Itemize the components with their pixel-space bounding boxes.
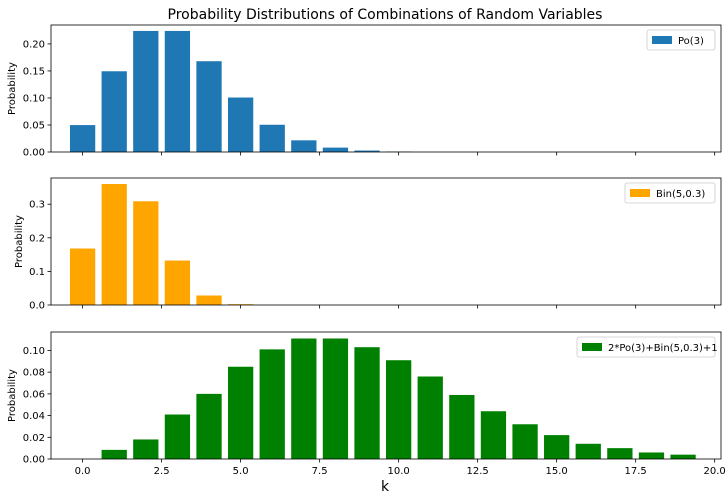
y-tick-label: 0.04 bbox=[23, 411, 45, 422]
bar bbox=[607, 448, 633, 459]
bar bbox=[291, 338, 317, 459]
legend-swatch bbox=[630, 189, 650, 197]
panel-1: 0.00 0.05 0.10 0.15 0.20 Probability Po(3) bbox=[7, 24, 722, 159]
bar bbox=[227, 97, 254, 152]
x-tick-label: 2.5 bbox=[154, 466, 170, 477]
y-tick-label: 0.20 bbox=[23, 39, 45, 50]
legend-swatch bbox=[582, 343, 602, 351]
bar bbox=[164, 414, 191, 459]
x-tick-label: 0.0 bbox=[75, 466, 91, 477]
bar bbox=[69, 125, 96, 152]
bar bbox=[638, 452, 665, 459]
panel-2: 0.0 0.1 0.2 0.3 Probability Bin(5,0.3) bbox=[14, 177, 722, 312]
bar bbox=[449, 394, 475, 459]
bar bbox=[164, 260, 191, 305]
y-tick-label: 0.06 bbox=[23, 389, 45, 400]
bar bbox=[196, 295, 222, 305]
bar bbox=[670, 454, 696, 459]
y-axis-label: Probability bbox=[14, 215, 25, 268]
series-1-bars bbox=[69, 184, 254, 305]
y-tick-label: 0.0 bbox=[29, 301, 45, 312]
x-tick-label: 15.0 bbox=[546, 466, 568, 477]
bar bbox=[291, 140, 317, 152]
y-tick-label: 0.08 bbox=[23, 368, 45, 379]
bar bbox=[322, 147, 349, 152]
bar bbox=[354, 347, 380, 459]
bar bbox=[101, 449, 127, 459]
bar bbox=[259, 124, 285, 152]
legend-label: Po(3) bbox=[678, 36, 704, 47]
bar bbox=[512, 424, 538, 459]
y-axis-label: Probability bbox=[7, 62, 18, 115]
chart-title: Probability Distributions of Combination… bbox=[168, 7, 603, 23]
y-tick-label: 0.05 bbox=[23, 120, 45, 131]
x-tick-label: 10.0 bbox=[388, 466, 410, 477]
bar bbox=[133, 201, 159, 305]
bar bbox=[196, 61, 222, 152]
bar bbox=[480, 411, 507, 459]
series-1-bars bbox=[69, 30, 412, 152]
bar bbox=[575, 443, 601, 459]
bar bbox=[227, 366, 254, 459]
y-tick-label: 0.10 bbox=[23, 346, 45, 357]
bar bbox=[196, 393, 222, 459]
axes-frame bbox=[50, 331, 722, 460]
y-tick-label: 0.00 bbox=[23, 148, 45, 159]
legend-label: Bin(5,0.3) bbox=[656, 189, 705, 200]
bar bbox=[259, 349, 285, 459]
axes-frame bbox=[50, 24, 722, 153]
y-axis-label: Probability bbox=[7, 369, 18, 422]
legend-swatch bbox=[652, 36, 672, 44]
legend-label: 2*Po(3)+Bin(5,0.3)+1 bbox=[608, 343, 718, 354]
legend: Bin(5,0.3) bbox=[624, 182, 716, 204]
panel-3: 0.00 0.02 0.04 0.06 0.08 0.10 0.0 2.5 5.0 7.5 10.0… bbox=[7, 331, 726, 477]
series-1-bars bbox=[101, 338, 696, 459]
x-axis-label: k bbox=[381, 479, 390, 495]
bar bbox=[227, 304, 254, 305]
x-tick-label: 17.5 bbox=[625, 466, 647, 477]
bar bbox=[101, 71, 127, 152]
y-tick-label: 0.1 bbox=[29, 267, 45, 278]
bar bbox=[101, 184, 127, 305]
legend: 2*Po(3)+Bin(5,0.3)+1 bbox=[576, 336, 718, 358]
y-tick-label: 0.00 bbox=[23, 455, 45, 466]
bar bbox=[69, 248, 96, 305]
axes-frame bbox=[50, 177, 722, 306]
legend-box bbox=[624, 182, 716, 204]
bar bbox=[322, 338, 349, 459]
legend-box bbox=[646, 29, 716, 51]
y-tick-label: 0.2 bbox=[29, 233, 45, 244]
x-tick-label: 5.0 bbox=[233, 466, 249, 477]
y-tick-label: 0.02 bbox=[23, 433, 45, 444]
bar bbox=[133, 30, 159, 152]
bar bbox=[544, 435, 570, 459]
y-tick-label: 0.3 bbox=[29, 200, 45, 211]
bar bbox=[417, 376, 443, 459]
x-tick-label: 7.5 bbox=[312, 466, 328, 477]
y-tick-label: 0.15 bbox=[23, 66, 45, 77]
bar bbox=[354, 150, 380, 152]
y-tick-label: 0.10 bbox=[23, 93, 45, 104]
x-tick-label: 12.5 bbox=[467, 466, 489, 477]
bar bbox=[386, 360, 412, 459]
bar bbox=[164, 30, 191, 152]
bar bbox=[133, 439, 159, 459]
legend: Po(3) bbox=[646, 29, 716, 51]
x-tick-label: 20.0 bbox=[704, 466, 726, 477]
chart-panels: 0.000.050.100.150.20ProbabilityPo(3)0.00… bbox=[7, 24, 726, 477]
legend-box bbox=[576, 336, 716, 358]
